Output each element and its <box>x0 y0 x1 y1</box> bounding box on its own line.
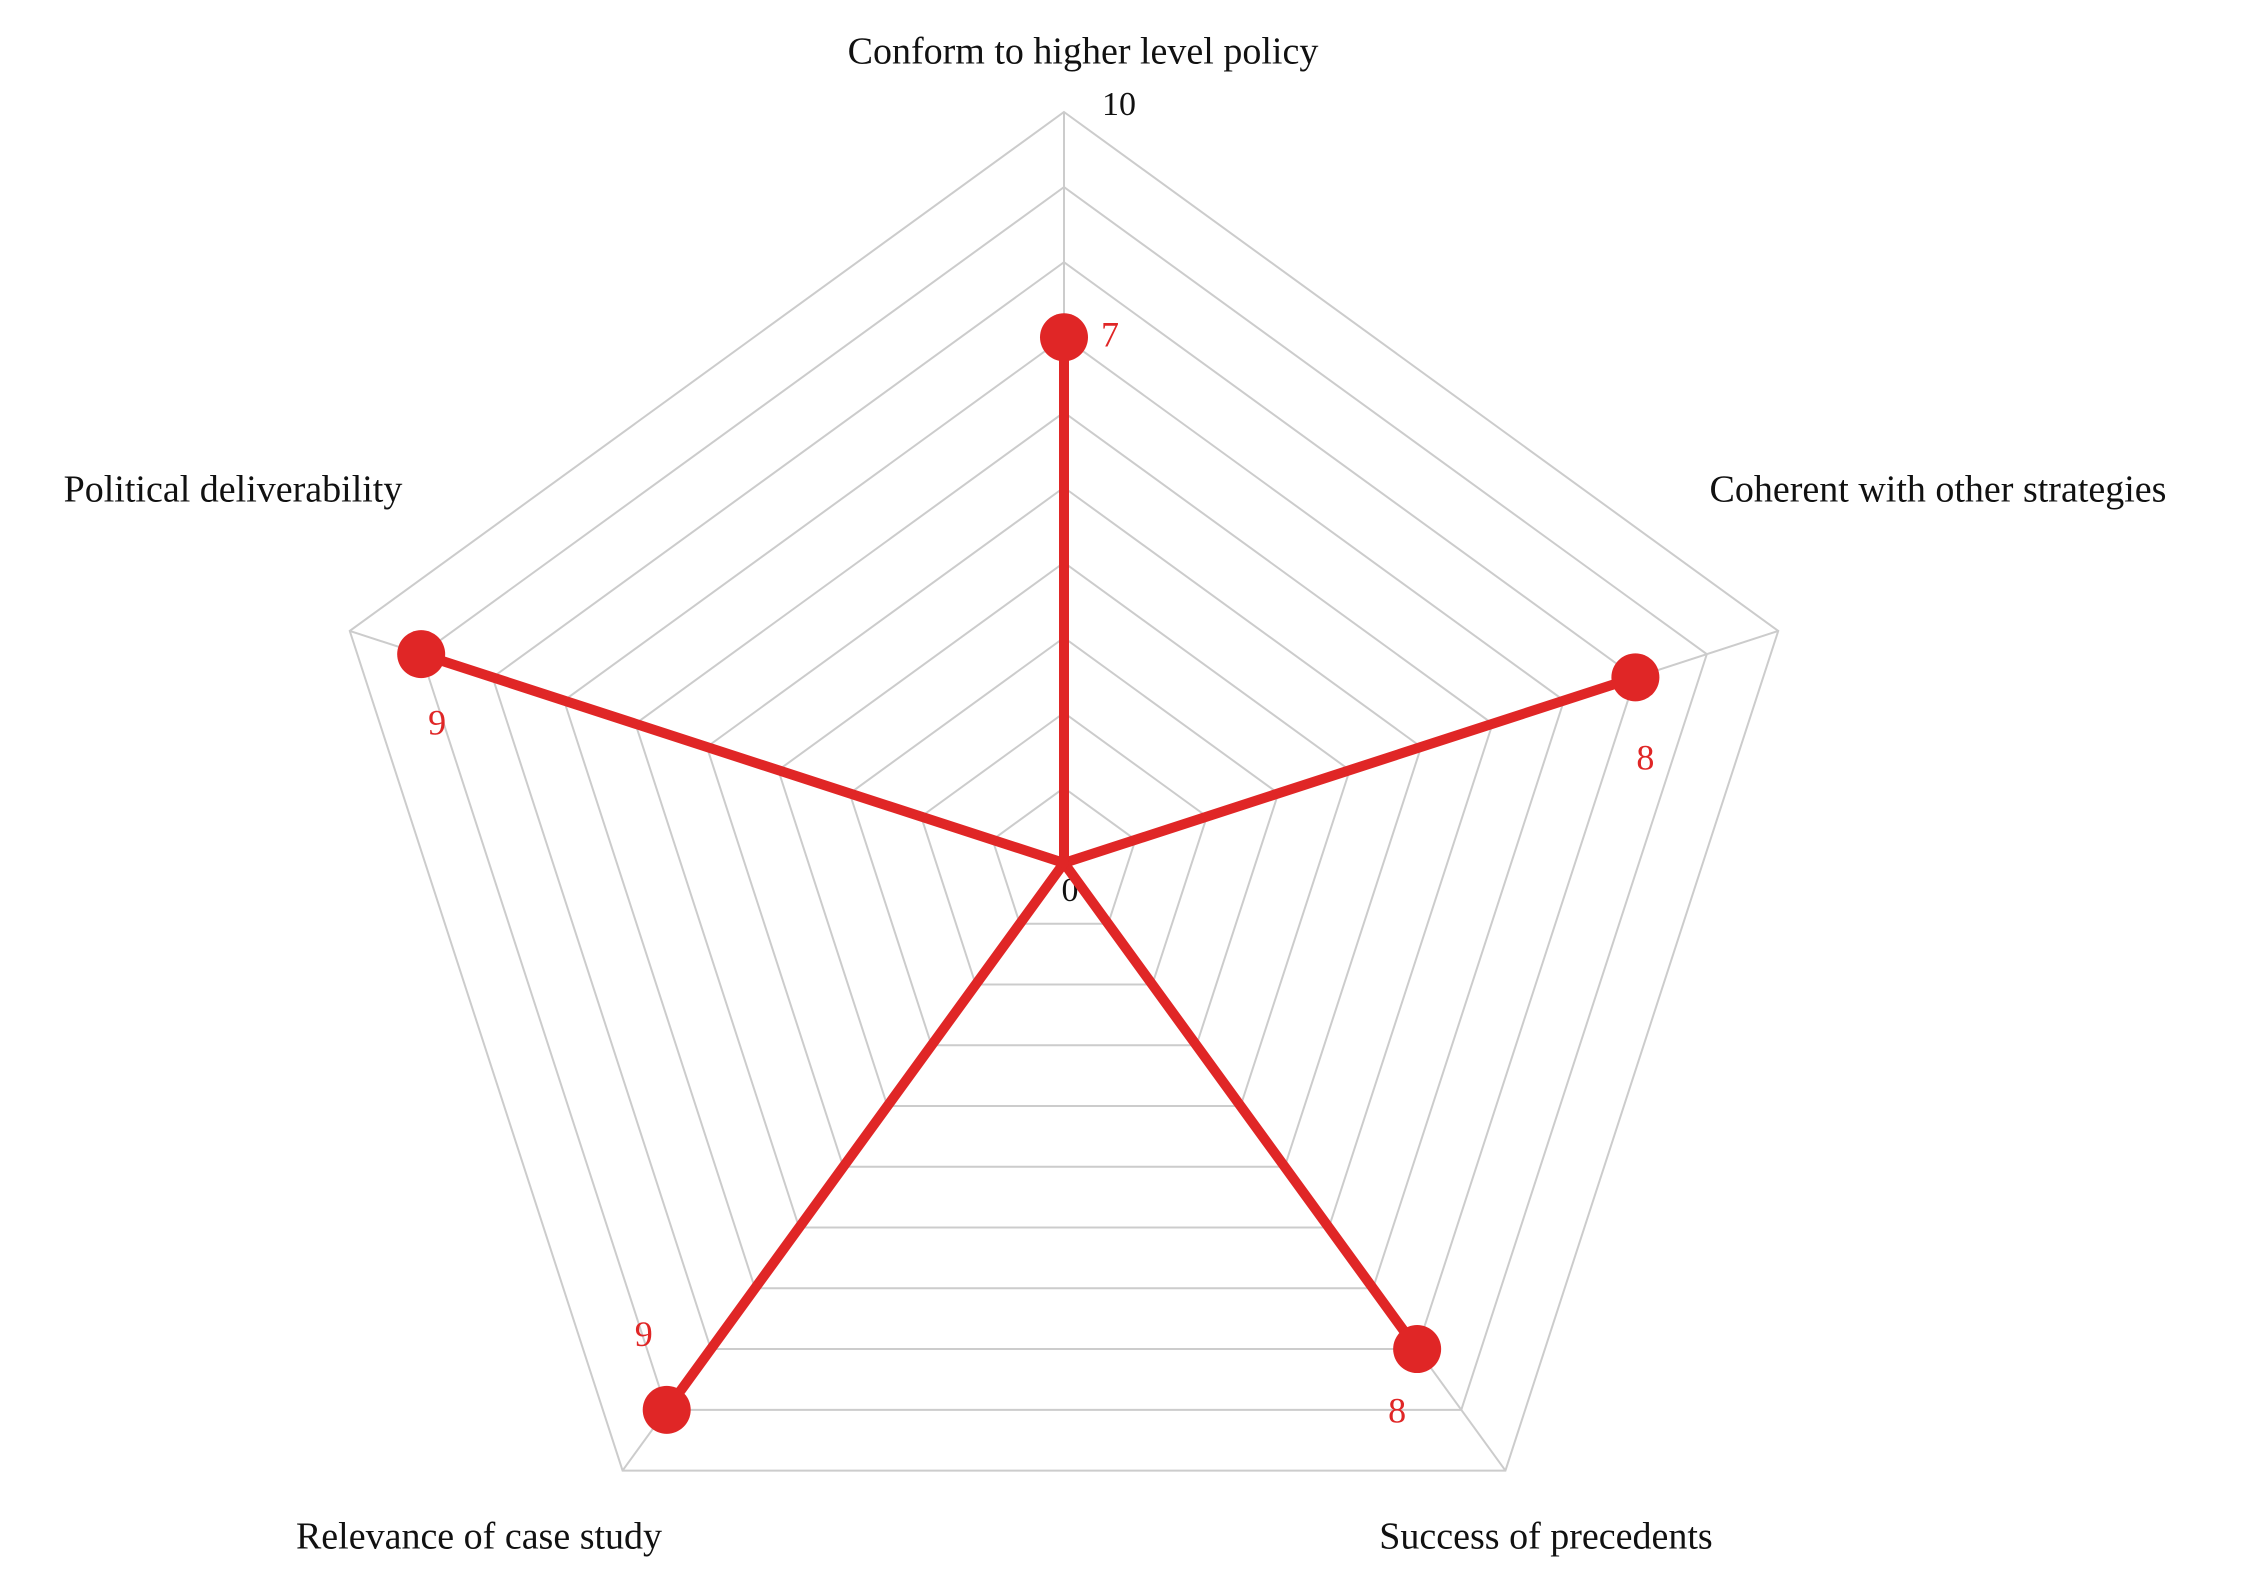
data-spoke <box>1059 858 1423 1355</box>
grid-ring <box>562 336 1566 1290</box>
category-label: Success of precedents <box>1379 1516 1712 1558</box>
value-label: 7 <box>1101 315 1119 355</box>
data-point <box>1040 313 1088 362</box>
category-label: Political deliverability <box>64 469 403 511</box>
data-spoke <box>1059 672 1641 868</box>
grid-ring <box>420 185 1708 1411</box>
data-point <box>397 630 446 679</box>
data-point <box>642 1385 691 1434</box>
category-label: Relevance of case study <box>296 1516 662 1558</box>
grid-ring <box>848 636 1280 1047</box>
value-label: 9 <box>635 1314 653 1354</box>
value-label: 8 <box>1388 1390 1406 1430</box>
grid-ring <box>491 260 1637 1351</box>
grid-ring <box>919 711 1209 986</box>
grid-ring <box>348 110 1780 1472</box>
grid-ring <box>991 786 1137 925</box>
grid-ring <box>634 411 1494 1229</box>
grid-ring <box>777 561 1351 1108</box>
data-point <box>1393 1325 1442 1374</box>
value-label: 9 <box>428 702 446 742</box>
tick-label: 10 <box>1102 86 1136 123</box>
value-label: 8 <box>1636 738 1654 778</box>
data-spoke <box>416 649 1069 868</box>
category-label: Coherent with other strategies <box>1710 469 2167 511</box>
grid-ring <box>705 486 1423 1168</box>
data-point <box>1611 653 1660 702</box>
data-spoke <box>661 858 1069 1415</box>
category-label: Conform to higher level policy <box>848 31 1319 73</box>
